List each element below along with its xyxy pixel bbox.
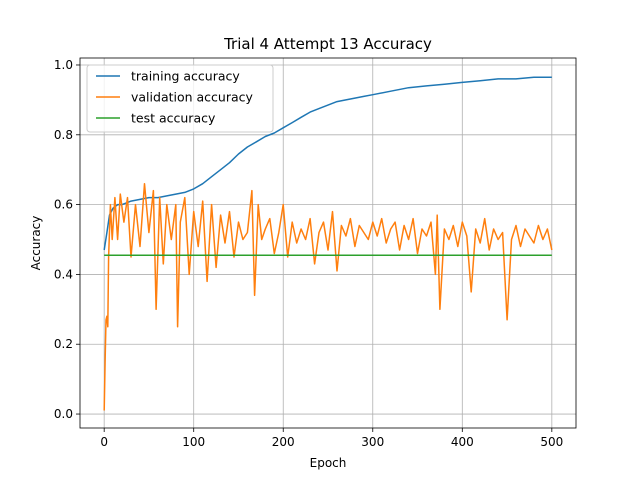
y-tick-label: 0.0 bbox=[54, 407, 73, 421]
legend: training accuracy validation accuracy test… bbox=[86, 64, 274, 133]
x-tick-label: 500 bbox=[540, 435, 563, 449]
x-tick-label: 200 bbox=[272, 435, 295, 449]
series-line-training-accuracy bbox=[103, 76, 552, 251]
y-tick-label: 0.8 bbox=[54, 128, 73, 142]
y-axis-title: Accuracy bbox=[29, 216, 43, 271]
y-tick-label: 0.4 bbox=[54, 267, 73, 281]
legend-label: training accuracy bbox=[131, 69, 240, 84]
x-tick-label: 300 bbox=[361, 435, 384, 449]
legend-label: validation accuracy bbox=[131, 90, 254, 105]
x-tick-label: 100 bbox=[182, 435, 205, 449]
series-layer bbox=[103, 76, 553, 411]
x-axis-title: Epoch bbox=[310, 456, 347, 470]
y-tick-label: 0.2 bbox=[54, 337, 73, 351]
axis-ticks: 0 100 200 300 400 500 0.0 0.2 0.4 0.6 0.8 1.0 bbox=[54, 58, 563, 449]
series-line-validation-accuracy bbox=[103, 182, 553, 411]
legend-box bbox=[86, 64, 274, 133]
y-tick-label: 1.0 bbox=[54, 58, 73, 72]
x-tick-label: 0 bbox=[100, 435, 108, 449]
plot-frame bbox=[79, 57, 577, 429]
x-tick-label: 400 bbox=[451, 435, 474, 449]
y-tick-label: 0.6 bbox=[54, 198, 73, 212]
chart-title: Trial 4 Attempt 13 Accuracy bbox=[223, 35, 432, 53]
legend-label: test accuracy bbox=[131, 111, 216, 126]
